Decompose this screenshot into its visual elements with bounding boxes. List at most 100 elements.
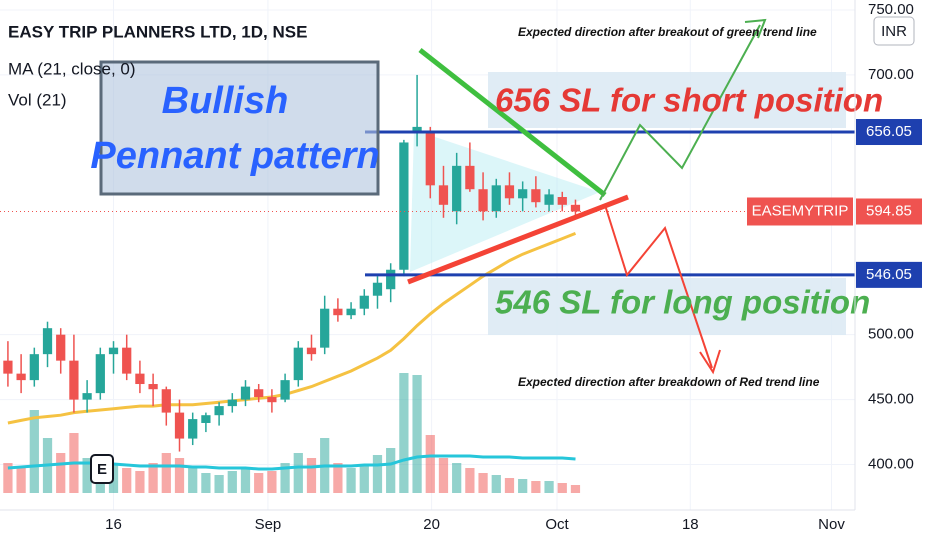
candle-body (240, 386, 251, 400)
candle-body (227, 399, 237, 407)
candle-body (161, 389, 171, 413)
candle-body (531, 189, 541, 203)
event-marker[interactable] (90, 454, 114, 484)
volume-bar (29, 410, 39, 493)
red-trend-line (407, 194, 629, 285)
currency-label: INR (881, 23, 907, 40)
candle-body (174, 412, 185, 439)
candle-body (3, 360, 13, 374)
last-price-label: 594.85 (866, 202, 912, 219)
long-sl-label: 546 SL for long position (495, 284, 870, 321)
volume-bar (174, 458, 185, 493)
x-tick-label: Oct (545, 516, 569, 533)
volume-bar (372, 455, 383, 493)
volume-bar (438, 458, 449, 493)
volume-bar (557, 483, 567, 493)
volume-bar (399, 373, 409, 493)
indicator-label: Vol (21) (8, 90, 67, 109)
candle-body (425, 133, 435, 186)
volume-bar (425, 435, 435, 493)
down-arrow-head (699, 349, 721, 375)
volume-bar (346, 468, 356, 493)
volume-bar (188, 468, 198, 493)
volume-bar (412, 375, 422, 493)
volume-bar (280, 463, 290, 493)
candle-body (122, 347, 132, 374)
currency-box[interactable] (873, 16, 915, 46)
volume-bar (386, 448, 396, 493)
pennant-fill (410, 130, 600, 272)
candle-body (95, 354, 105, 394)
volume-bar (333, 463, 343, 493)
candle-body (412, 126, 422, 134)
x-tick-label: Nov (818, 516, 845, 533)
candle-body (438, 185, 449, 205)
candle-body (346, 308, 356, 316)
volume-bar (267, 471, 277, 493)
candle-body (188, 419, 198, 439)
candle-body (214, 406, 224, 416)
up-arrow (599, 24, 761, 201)
volume-bar (570, 485, 581, 493)
candle-body (267, 397, 277, 403)
x-tick-label: 18 (682, 516, 699, 533)
candle-body (544, 194, 554, 205)
volume-bar (135, 471, 145, 493)
level-tag (856, 261, 922, 288)
ma-line (7, 232, 577, 425)
candle-body (16, 373, 26, 381)
y-tick-label: 450.00 (868, 391, 914, 408)
volume-bar (359, 465, 369, 493)
candle-body (306, 347, 317, 355)
volume-bar (452, 463, 462, 493)
x-tick-label: 20 (423, 516, 440, 533)
volume-bar (531, 481, 541, 493)
candle-body (82, 393, 92, 400)
price-pane (0, 74, 855, 452)
volume-bar (240, 468, 251, 493)
up-arrow-head (744, 18, 767, 39)
level-label: 656.05 (866, 123, 912, 140)
down-arrow (604, 204, 713, 369)
last-price-tag (856, 198, 922, 225)
volume-bar (306, 458, 317, 493)
candle-body (135, 373, 145, 385)
symbol-tag (747, 197, 853, 226)
volume-bar (161, 453, 171, 493)
x-tick-label: 16 (105, 516, 122, 533)
down-note: Expected direction after breakdown of Re… (518, 375, 820, 389)
indicator-label: MA (21, close, 0) (8, 59, 136, 78)
y-tick-label: 500.00 (868, 326, 914, 343)
y-tick-label: 700.00 (868, 66, 914, 83)
volume-bar (214, 475, 224, 493)
candle-body (201, 415, 211, 423)
y-tick-label: 750.00 (868, 1, 914, 18)
short-sl-box (488, 72, 846, 128)
level-tag (856, 119, 922, 146)
candle-body (570, 204, 581, 212)
green-trend-line (418, 48, 607, 197)
pattern-label: Bullish (162, 80, 289, 122)
candle-body (372, 282, 383, 296)
y-tick-label: 400.00 (868, 456, 914, 473)
volume-bar (56, 453, 66, 493)
candle-body (518, 189, 528, 199)
volume-bar (478, 473, 488, 493)
volume-bar (465, 468, 475, 493)
symbol-label: EASEMYTRIP (752, 202, 849, 219)
short-sl-label: 656 SL for short position (495, 82, 883, 119)
candle-body (108, 347, 119, 355)
candle-body (504, 185, 515, 199)
candle-body (29, 354, 39, 381)
candle-body (386, 269, 396, 290)
candle-body (359, 295, 369, 309)
candle-body (465, 165, 475, 190)
candle-body (557, 197, 567, 205)
volume-bar (82, 458, 92, 493)
candle-body (42, 328, 53, 355)
volume-bar (148, 463, 158, 493)
x-tick-label: Sep (255, 516, 282, 533)
candle-body (478, 189, 488, 212)
candle-body (280, 380, 290, 400)
event-label: E (97, 461, 107, 478)
